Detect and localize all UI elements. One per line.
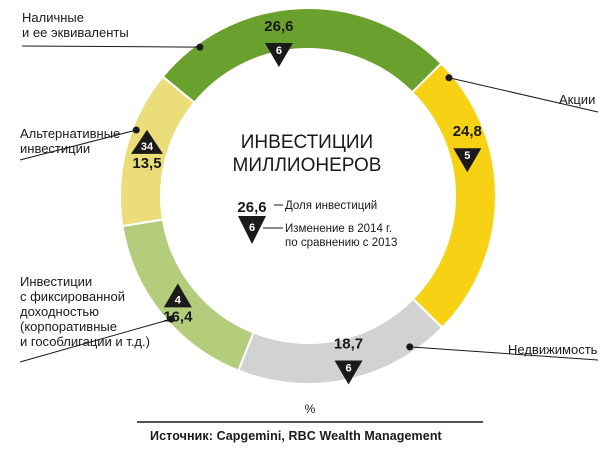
- leader-dot-alternative: [132, 126, 140, 134]
- legend-change-label-line-1: Изменение в 2014 г.: [285, 223, 392, 235]
- label-real-estate: Недвижимость: [508, 342, 598, 357]
- legend-change-example: 6: [249, 222, 255, 234]
- change-label-stocks: 5: [464, 150, 470, 162]
- value-label-cash: 26,6: [264, 18, 293, 35]
- donut-ring: [119, 7, 497, 385]
- leader-dot-stocks: [445, 74, 453, 82]
- leader-line-stocks: [448, 77, 599, 113]
- label-stocks: Акции: [559, 92, 596, 107]
- change-triangle-stocks: [453, 148, 482, 173]
- value-label-alternative: 13,5: [132, 155, 161, 172]
- slice-cash: [161, 7, 443, 105]
- center-legend: 26,6 Доля инвестиций 6 Изменение в 2014 …: [237, 199, 397, 249]
- leader-dot-real-estate: [406, 343, 414, 351]
- unit-label: %: [305, 402, 316, 416]
- leader-line-alternative: [19, 129, 137, 161]
- value-label-fixed-income: 16,4: [163, 308, 193, 325]
- change-triangle-real-estate: [334, 360, 363, 385]
- chart-title-line-1: ИНВЕСТИЦИИ: [241, 132, 373, 153]
- change-triangle-cash: [264, 43, 293, 68]
- leader-dot-fixed-income: [167, 315, 175, 323]
- leader-dot-cash: [196, 43, 204, 51]
- change-triangle-fixed-income: [163, 283, 192, 308]
- legend-change-triangle: [238, 216, 266, 244]
- value-label-stocks: 24,8: [453, 123, 482, 140]
- change-label-fixed-income: 4: [175, 294, 182, 306]
- source-note: Источник: Capgemini, RBC Wealth Manageme…: [150, 429, 442, 443]
- change-label-real-estate: 6: [345, 363, 351, 375]
- change-triangle-alternative: [130, 129, 163, 154]
- slice-stocks: [410, 62, 497, 330]
- chart-title-line-2: МИЛЛИОНЕРОВ: [233, 155, 382, 176]
- label-alternative: Альтернативные инвестиции: [20, 126, 121, 156]
- label-connectors: [19, 43, 599, 363]
- slice-markers: 6 26,6 5 24,8 6 18,7 4 16,4 34 13,5: [130, 18, 482, 385]
- leader-line-cash: [21, 45, 200, 48]
- change-label-cash: 6: [276, 45, 282, 57]
- label-fixed-income: Инвестиции с фиксированной доходностью (…: [20, 274, 150, 349]
- legend-value-example: 26,6: [237, 199, 266, 216]
- label-cash: Наличные и ее эквиваленты: [22, 10, 129, 40]
- leader-line-fixed-income: [19, 318, 172, 363]
- legend-value-label: Доля инвестиций: [285, 200, 377, 212]
- leader-line-real-estate: [409, 346, 599, 361]
- change-label-alternative: 34: [141, 141, 154, 153]
- legend-change-label-line-2: по сравнению с 2013: [285, 237, 397, 249]
- value-label-real-estate: 18,7: [334, 336, 363, 353]
